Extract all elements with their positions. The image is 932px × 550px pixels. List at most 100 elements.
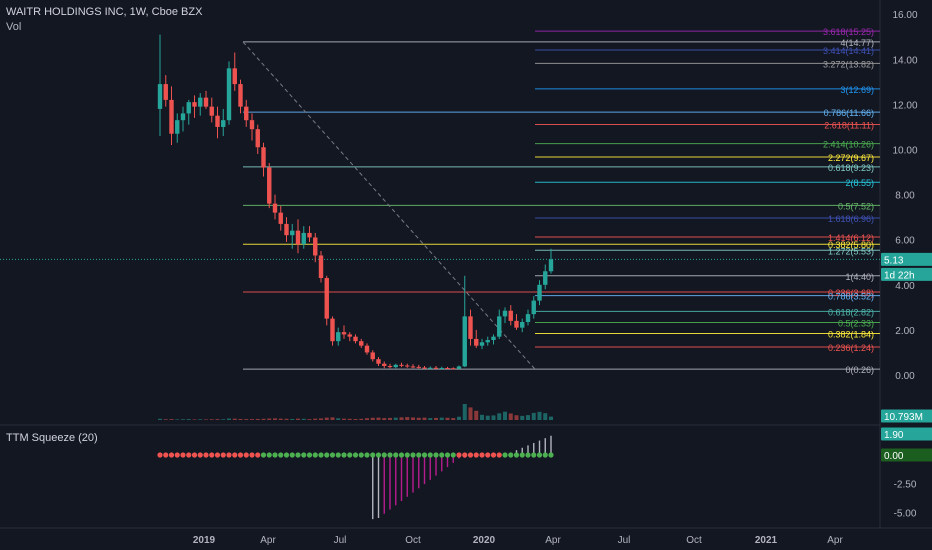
candle-body — [175, 120, 180, 134]
volume-bar — [370, 417, 375, 420]
fib-level-label: 4(14.77) — [840, 38, 874, 48]
volume-bar — [342, 418, 346, 420]
price-tick-label: 16.00 — [892, 10, 917, 21]
candle-body — [261, 147, 266, 168]
candle-body — [307, 232, 312, 238]
candle-body — [295, 230, 301, 245]
volume-bar — [531, 412, 536, 420]
volume-bar — [290, 418, 295, 420]
squeeze-dot — [536, 452, 543, 458]
volume-bar — [399, 417, 404, 420]
volume-bar — [468, 407, 473, 420]
squeeze-dot — [496, 452, 502, 458]
volume-bar — [255, 418, 260, 420]
fib-level-label: 3.414(14.41) — [823, 46, 874, 56]
squeeze-dot — [364, 452, 370, 458]
fib-level-label: 0.786(11.66) — [824, 108, 874, 118]
squeeze-dot — [341, 452, 347, 458]
volume-bar — [278, 418, 283, 420]
volume-bar — [307, 419, 312, 420]
time-tick-label: Apr — [260, 535, 276, 546]
countdown-badge: 1d 22h — [884, 270, 915, 281]
squeeze-dot — [387, 452, 393, 458]
squeeze-dot — [335, 452, 341, 458]
fib-level-label: 0.618(9.23) — [828, 163, 874, 173]
squeeze-dot — [324, 452, 330, 458]
volume-bar — [192, 419, 197, 420]
volume-bar — [526, 415, 530, 420]
volume-bar — [480, 414, 484, 420]
volume-bar — [428, 418, 433, 420]
price-tick-label: 6.00 — [895, 236, 915, 247]
price-tick-label: 10.00 — [892, 146, 917, 157]
price-tick-label: 4.00 — [895, 281, 915, 292]
volume-bar — [267, 418, 272, 420]
candle-body — [520, 322, 525, 328]
volume-bar — [215, 419, 220, 420]
fib-level-label: 2.618(11.11) — [824, 120, 874, 130]
squeeze-dot — [352, 452, 359, 458]
squeeze-dot — [214, 452, 221, 458]
candle-body — [376, 359, 381, 364]
squeeze-dot — [433, 452, 439, 458]
candle-body — [244, 106, 249, 121]
squeeze-histogram — [157, 435, 554, 520]
candle-body — [221, 120, 226, 127]
volume-bar — [273, 418, 277, 420]
candle-body — [370, 352, 375, 360]
squeeze-dot — [473, 452, 479, 458]
candle-body — [226, 68, 232, 121]
volume-bar — [393, 417, 398, 420]
volume-bar — [319, 418, 323, 420]
squeeze-dot — [462, 452, 468, 458]
time-tick-label: 2020 — [473, 535, 496, 546]
candle-body — [428, 367, 433, 369]
volume-bar — [422, 417, 427, 420]
candle-body — [485, 340, 490, 343]
squeeze-dot — [272, 452, 278, 458]
time-tick-label: Oct — [405, 535, 421, 546]
volume-bar — [227, 418, 231, 420]
squeeze-dot — [513, 452, 520, 458]
squeeze-dot — [444, 452, 451, 458]
countdown-badge-bg — [881, 267, 932, 281]
candle-body — [543, 271, 548, 285]
fib-extension — [243, 30, 880, 370]
candle-body — [192, 102, 197, 107]
candle-body — [548, 259, 554, 272]
candle-body — [387, 365, 393, 368]
volume-bar — [416, 417, 421, 420]
time-tick-label: Apr — [545, 535, 561, 546]
candle-body — [313, 237, 318, 256]
candle-body — [399, 364, 404, 366]
squeeze-dot — [456, 452, 462, 458]
price-tick-label: 14.00 — [892, 55, 917, 66]
fib-level-label: 1.414(6.12) — [828, 233, 874, 243]
candle-body — [382, 363, 387, 366]
squeeze-dot — [318, 452, 324, 458]
squeeze-dot — [525, 452, 531, 458]
squeeze-dot — [548, 452, 554, 458]
squeeze-dot — [531, 452, 537, 458]
candle-body — [203, 97, 209, 107]
squeeze-dot — [312, 452, 318, 458]
squeeze-dot — [479, 452, 485, 458]
candle-body — [359, 341, 364, 346]
candle-body — [186, 102, 191, 114]
volume-bar — [434, 417, 438, 420]
candle-body — [433, 367, 439, 369]
candle-body — [272, 203, 278, 213]
momentum-badge: 1.90 — [884, 430, 904, 441]
volume-bar — [474, 410, 479, 420]
candle-body — [341, 332, 347, 335]
time-tick-label: Jul — [618, 535, 631, 546]
squeeze-dot — [220, 452, 226, 458]
chart-title: WAITR HOLDINGS INC, 1W, Cboe BZX — [6, 6, 203, 18]
squeeze-dot — [301, 452, 307, 458]
volume-bar — [244, 419, 249, 420]
volume-bar — [209, 419, 214, 420]
squeeze-dot — [157, 452, 163, 458]
fib-level-label: 0.5(2.33) — [838, 318, 874, 328]
volume-bar — [330, 417, 335, 420]
